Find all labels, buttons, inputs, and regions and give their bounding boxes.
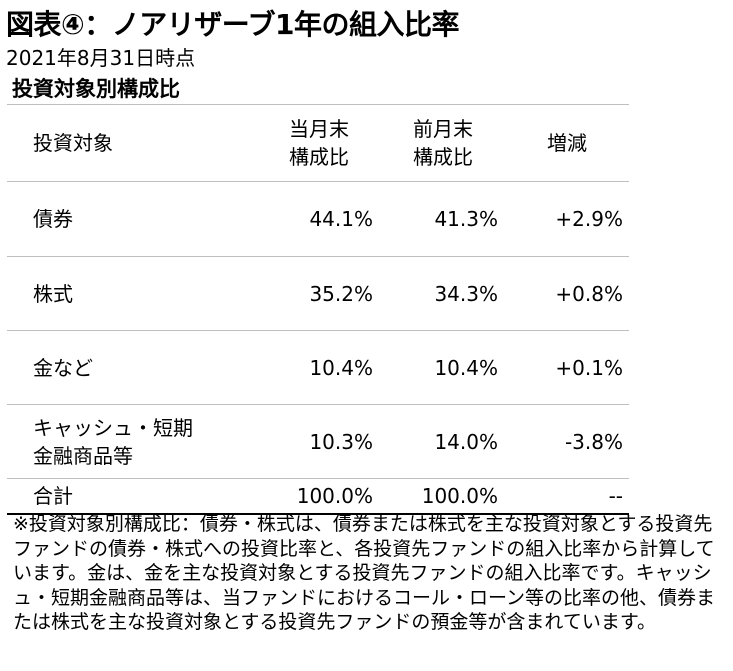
- table-header-row: 投資対象 当月末 構成比 前月末 構成比 増減: [7, 104, 629, 182]
- row-previous: 14.0%: [434, 429, 498, 454]
- row-category-line2: 金融商品等: [33, 443, 133, 468]
- row-change: +0.1%: [555, 355, 623, 380]
- row-change: +2.9%: [555, 207, 623, 231]
- total-change: --: [608, 484, 623, 508]
- header-current-line2: 構成比: [289, 145, 349, 169]
- row-previous: 41.3%: [434, 207, 498, 231]
- allocation-table: 投資対象 当月末 構成比 前月末 構成比 増減 債券 44.1% 41.3% +…: [7, 104, 629, 515]
- header-previous-line2: 構成比: [413, 145, 473, 169]
- row-previous: 10.4%: [434, 355, 498, 380]
- table-row-total: 合計 100.0% 100.0% --: [7, 479, 629, 515]
- as-of-date: 2021年8月31日時点: [6, 46, 196, 70]
- total-previous: 100.0%: [421, 484, 498, 508]
- row-current: 44.1%: [309, 207, 373, 231]
- table-row-bonds: 債券 44.1% 41.3% +2.9%: [7, 182, 629, 257]
- row-change: +0.8%: [555, 281, 623, 306]
- row-category: 金など: [33, 355, 93, 380]
- chart-title: 図表④：ノアリザーブ1年の組入比率: [6, 8, 460, 41]
- row-category: 株式: [33, 281, 73, 306]
- row-change: -3.8%: [564, 429, 623, 454]
- row-current: 10.3%: [309, 429, 373, 454]
- header-previous-ratio: 前月末 構成比: [397, 105, 489, 181]
- footnote: ※投資対象別構成比：債券・株式は、債券または株式を主な投資対象とする投資先ファン…: [13, 513, 716, 633]
- table-row-cash: キャッシュ・短期 金融商品等 10.3% 14.0% -3.8%: [7, 405, 629, 479]
- row-previous: 34.3%: [434, 281, 498, 306]
- header-change: 増減: [547, 131, 587, 155]
- header-previous-line1: 前月末: [413, 117, 473, 141]
- row-category: キャッシュ・短期 金融商品等: [33, 405, 263, 478]
- table-subtitle: 投資対象別構成比: [12, 77, 180, 101]
- header-current-line1: 当月末: [289, 117, 349, 141]
- header-category: 投資対象: [33, 131, 113, 155]
- row-current: 10.4%: [309, 355, 373, 380]
- row-category-line1: キャッシュ・短期: [33, 415, 193, 440]
- header-current-ratio: 当月末 構成比: [273, 105, 365, 181]
- row-category: 債券: [33, 207, 73, 231]
- table-row-stocks: 株式 35.2% 34.3% +0.8%: [7, 257, 629, 331]
- row-current: 35.2%: [309, 281, 373, 306]
- table-row-gold: 金など 10.4% 10.4% +0.1%: [7, 331, 629, 405]
- total-current: 100.0%: [296, 484, 373, 508]
- total-label: 合計: [33, 484, 73, 508]
